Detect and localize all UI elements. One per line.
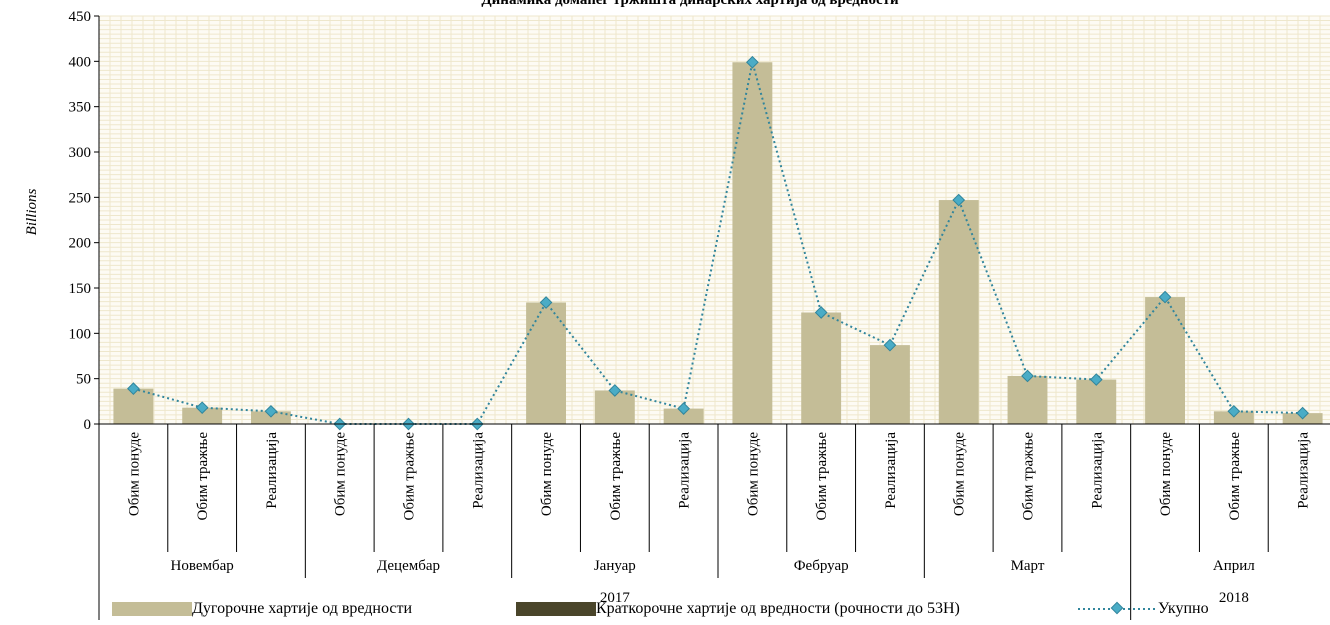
x-tick-label: Обим тражње <box>1227 432 1243 521</box>
x-tick-label: Реализација <box>470 432 486 509</box>
x-tick-label: Обим понуде <box>539 432 555 516</box>
point-total <box>264 404 278 418</box>
legend-swatch-short-term <box>516 602 596 616</box>
x-tick-label: Обим понуде <box>333 432 349 516</box>
legend-item-total: Укупно <box>1078 598 1209 620</box>
bar-long-term <box>1145 297 1186 424</box>
y-tick-label: 150 <box>69 281 92 297</box>
x-tick-label: Обим тражње <box>195 432 211 521</box>
x-tick-label: Обим тражње <box>402 432 418 521</box>
bar-long-term <box>732 62 773 425</box>
x-tick-label: Реализација <box>1296 432 1312 509</box>
month-label: Фебруар <box>794 558 849 574</box>
point-total <box>127 382 140 396</box>
x-tick-label: Обим тражње <box>814 432 830 521</box>
point-total <box>1227 404 1241 418</box>
bar-long-term <box>526 302 567 424</box>
point-total <box>1296 406 1309 420</box>
y-tick-label: 200 <box>69 236 92 252</box>
point-total <box>814 306 828 319</box>
y-tick-label: 450 <box>69 9 92 25</box>
y-tick-label: 300 <box>69 145 92 161</box>
legend-item-long-term: Дугорочне хартије од вредности <box>112 598 412 620</box>
bar-long-term <box>801 312 842 424</box>
bar-long-term <box>182 407 223 424</box>
bar-long-term <box>1007 375 1048 424</box>
bar-long-term <box>938 200 979 424</box>
x-tick-label: Реализација <box>677 432 693 509</box>
y-tick-label: 100 <box>69 326 92 342</box>
legend-item-short-term: Краткорочне хартије од вредности (рочнос… <box>516 598 960 620</box>
point-total <box>677 402 690 415</box>
bar-long-term <box>1076 379 1117 424</box>
x-tick-label: Обим понуде <box>952 432 968 516</box>
year-label: 2017 <box>600 590 631 606</box>
point-total <box>608 384 622 397</box>
legend-label-long-term: Дугорочне хартије од вредности <box>192 600 413 617</box>
year-label: 2018 <box>1219 590 1249 606</box>
x-tick-label: Обим понуде <box>745 432 761 516</box>
chart-title: Динамика домаћег тржишта динарских харти… <box>481 0 899 8</box>
month-label: Март <box>1011 558 1045 574</box>
bar-long-term <box>663 408 704 424</box>
legend-label-short-term: Краткорочне хартије од вредности (рочнос… <box>596 600 960 617</box>
point-total <box>1021 369 1034 383</box>
y-axis-label: Billions <box>24 189 40 236</box>
point-total <box>1089 373 1103 386</box>
y-tick-label: 0 <box>84 417 92 433</box>
line-total <box>133 61 1303 425</box>
x-tick-label: Обим понуде <box>126 432 142 516</box>
month-label: Децембар <box>377 558 440 574</box>
y-tick-label: 400 <box>69 54 92 70</box>
month-label: Новембар <box>171 558 234 574</box>
x-tick-label: Реализација <box>264 432 280 509</box>
point-total <box>195 401 209 415</box>
legend-swatch-total <box>1078 601 1158 615</box>
legend-swatch-long-term <box>112 602 192 616</box>
x-tick-label: Обим тражње <box>608 432 624 521</box>
x-tick-label: Обим понуде <box>1158 432 1174 516</box>
point-total <box>952 193 966 207</box>
x-tick-label: Реализација <box>883 432 899 509</box>
y-tick-label: 250 <box>69 190 92 206</box>
month-label: Април <box>1213 558 1255 574</box>
x-tick-label: Реализација <box>1089 432 1105 509</box>
x-tick-label: Обим тражње <box>1021 432 1037 521</box>
month-label: Јануар <box>594 558 636 574</box>
y-tick-label: 350 <box>69 100 92 116</box>
y-tick-label: 50 <box>76 372 91 388</box>
point-total <box>746 55 759 69</box>
legend-label-total: Укупно <box>1158 600 1209 617</box>
point-total <box>539 296 553 309</box>
point-total <box>1158 290 1172 304</box>
bar-long-term <box>869 345 910 424</box>
point-total <box>883 338 897 352</box>
